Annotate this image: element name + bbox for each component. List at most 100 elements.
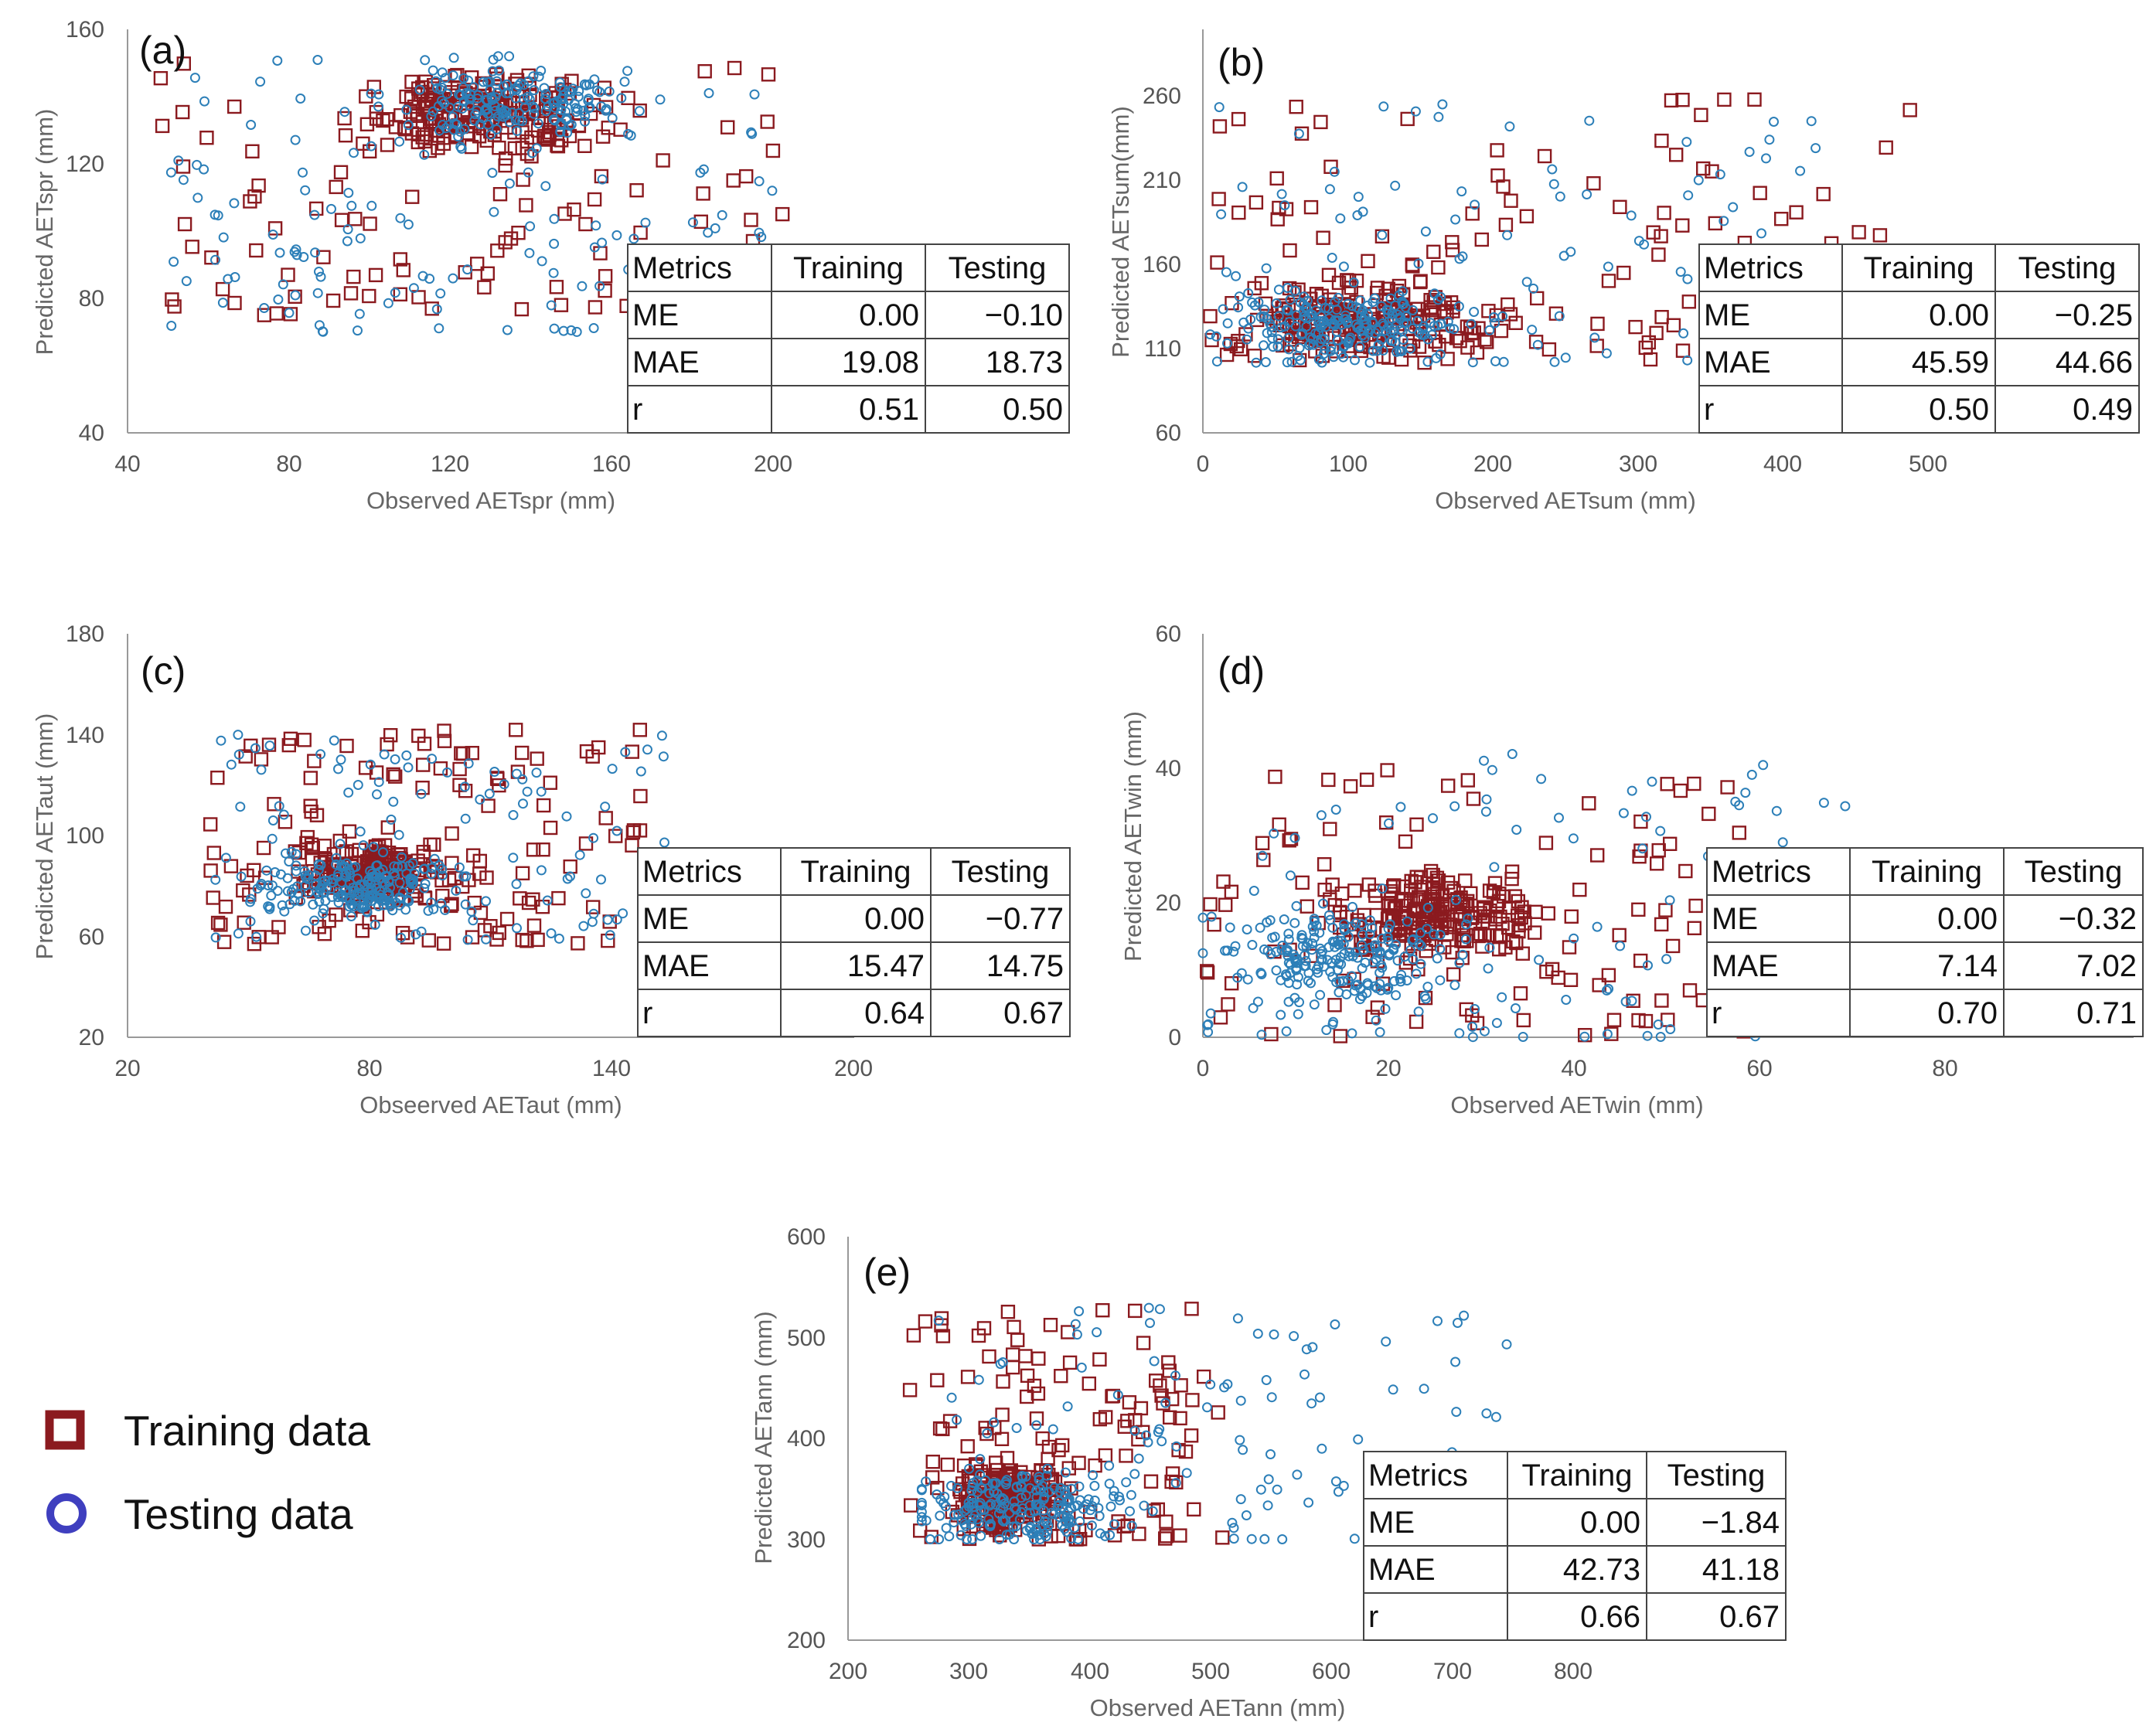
training-point — [632, 103, 647, 118]
testing-point — [1317, 1443, 1327, 1454]
testing-point — [499, 779, 509, 790]
testing-point — [655, 94, 666, 105]
training-point — [1437, 940, 1452, 955]
testing-point — [579, 79, 590, 90]
testing-point — [345, 895, 356, 906]
training-point — [918, 1314, 933, 1329]
testing-point — [250, 743, 261, 754]
testing-point — [1330, 1476, 1341, 1487]
training-point — [960, 1438, 975, 1454]
testing-point — [435, 84, 446, 95]
testing-point — [955, 1530, 966, 1540]
testing-point — [571, 326, 582, 337]
training-point — [1231, 111, 1246, 127]
table-cell: r — [632, 393, 642, 427]
testing-point — [210, 254, 220, 265]
testing-point — [1038, 1494, 1049, 1504]
testing-point — [1643, 960, 1653, 971]
testing-point — [995, 1359, 1006, 1370]
table-cell: 41.18 — [1702, 1553, 1780, 1587]
testing-point — [508, 810, 519, 820]
training-point — [1494, 323, 1509, 339]
training-point — [1457, 873, 1473, 888]
training-point — [1687, 776, 1701, 791]
x-tick-label: 0 — [1197, 451, 1210, 477]
testing-point — [1335, 213, 1346, 224]
x-tick-label: 20 — [1375, 1056, 1401, 1081]
y-tick-label: 80 — [79, 286, 104, 311]
training-point — [1464, 325, 1479, 341]
training-point — [1347, 883, 1362, 898]
testing-point — [1313, 328, 1323, 339]
testing-point — [380, 870, 390, 881]
training-point — [1601, 274, 1616, 288]
testing-point — [1228, 946, 1239, 957]
testing-point — [597, 174, 608, 185]
testing-point — [1324, 184, 1335, 195]
testing-point — [1633, 236, 1644, 247]
testing-point — [462, 264, 473, 275]
testing-point — [1579, 1031, 1590, 1042]
testing-point — [218, 232, 229, 243]
training-point — [240, 868, 254, 883]
testing-point — [587, 917, 598, 928]
training-point — [445, 826, 459, 841]
testing-point — [1415, 958, 1426, 969]
testing-point — [1385, 327, 1396, 338]
testing-point — [468, 915, 479, 926]
training-point — [223, 859, 239, 873]
legend-label: Training data — [124, 1407, 370, 1455]
testing-point — [1009, 1534, 1020, 1544]
testing-point — [426, 897, 437, 908]
training-point — [1409, 870, 1424, 884]
training-point — [309, 201, 324, 216]
testing-point — [999, 1516, 1010, 1527]
testing-point — [322, 883, 332, 894]
testing-point — [1432, 1316, 1443, 1326]
table-cell: 44.66 — [2056, 345, 2133, 380]
testing-point — [482, 94, 493, 105]
training-point — [380, 138, 395, 152]
training-point — [1327, 998, 1342, 1013]
table-cell: 0.64 — [864, 996, 925, 1030]
testing-point — [949, 1510, 959, 1520]
training-point — [1018, 1349, 1033, 1363]
testing-point — [1171, 1441, 1182, 1452]
testing-point — [366, 88, 376, 99]
training-point — [906, 1328, 921, 1343]
testing-point — [659, 837, 669, 848]
testing-point — [1405, 343, 1415, 354]
testing-point — [1347, 301, 1357, 311]
testing-point — [1353, 192, 1364, 203]
training-point — [1477, 901, 1491, 917]
y-tick-label: 600 — [787, 1224, 826, 1250]
training-point — [720, 120, 735, 134]
testing-point — [528, 71, 539, 82]
training-point — [988, 1455, 1003, 1470]
testing-point — [540, 106, 551, 117]
testing-point — [1104, 1460, 1115, 1471]
testing-point — [580, 116, 590, 127]
table-cell: 0.67 — [1003, 996, 1064, 1030]
testing-point — [366, 200, 377, 211]
training-point — [1606, 1013, 1622, 1027]
x-tick-label: 140 — [592, 1056, 631, 1081]
testing-point — [448, 53, 459, 63]
testing-point — [1276, 1009, 1286, 1020]
testing-point — [1041, 1516, 1052, 1527]
y-tick-label: 60 — [79, 924, 104, 950]
training-point — [1051, 1442, 1066, 1458]
training-point — [1255, 836, 1270, 851]
x-tick-label: 200 — [1473, 451, 1512, 477]
testing-point — [277, 900, 288, 911]
testing-point — [1066, 1533, 1077, 1544]
training-point — [1370, 1000, 1385, 1015]
training-point — [587, 192, 602, 207]
testing-point — [1410, 106, 1421, 117]
training-point — [427, 81, 441, 96]
testing-point — [1066, 1483, 1077, 1494]
testing-point — [510, 93, 521, 104]
training-point — [1082, 1376, 1097, 1391]
training-point — [554, 298, 569, 312]
testing-point — [481, 896, 491, 907]
